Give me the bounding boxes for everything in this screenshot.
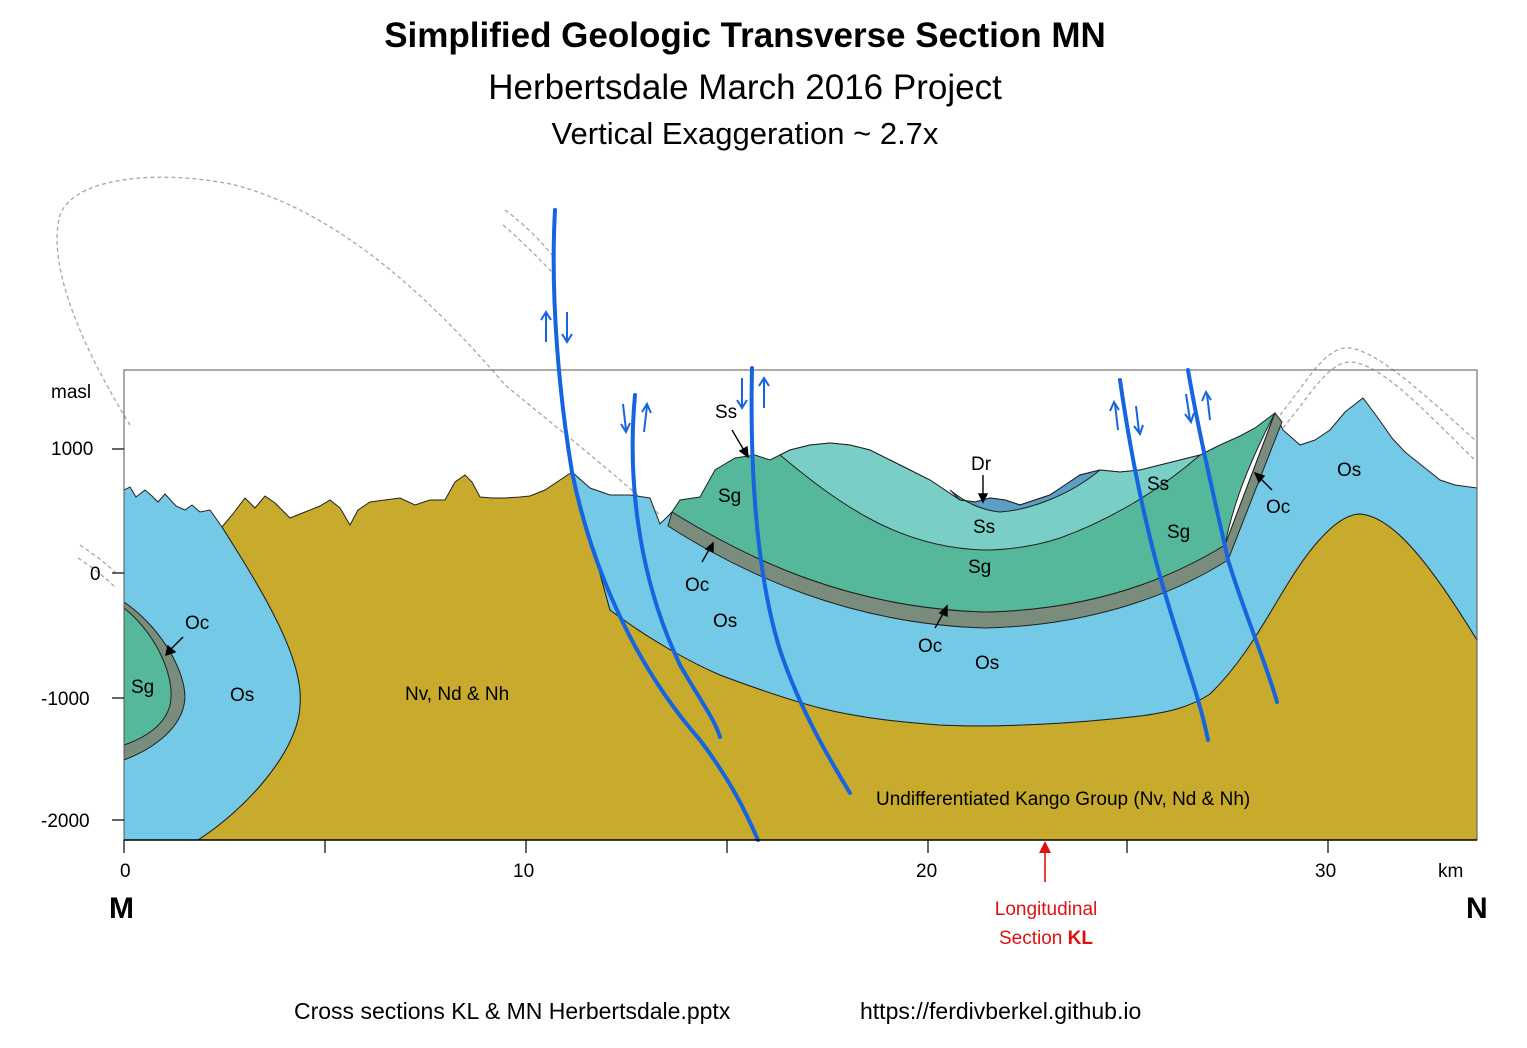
up-arrow-icon — [1201, 389, 1212, 421]
x-tick-label: 0 — [120, 861, 131, 882]
diagram-subtitle: Herbertsdale March 2016 Project — [488, 68, 1002, 107]
fault-2 — [630, 393, 722, 739]
label-sg-right: Sg — [1167, 522, 1190, 543]
pointer-oc-right — [1253, 471, 1273, 491]
label-dr: Dr — [971, 454, 992, 475]
down-arrow-icon — [1184, 393, 1195, 425]
pointer-dr — [977, 475, 989, 504]
fault-5 — [1186, 368, 1279, 704]
label-oc-right: Oc — [1266, 497, 1290, 518]
y-tick-label: -1000 — [41, 689, 90, 710]
unit-sg-left — [124, 607, 172, 746]
y-tick-label: 1000 — [51, 439, 93, 460]
down-arrow-icon — [561, 312, 573, 344]
unit-dr-core — [949, 469, 1101, 513]
fault-motion-arrows — [540, 310, 1212, 437]
label-os-left: Os — [230, 685, 254, 706]
down-arrow-icon — [620, 403, 631, 435]
up-arrow-icon — [540, 310, 552, 342]
label-kango: Undifferentiated Kango Group (Nv, Nd & N… — [876, 789, 1250, 810]
eroded-anticline-inner — [1282, 361, 1476, 461]
y-tick-label: -2000 — [41, 811, 90, 832]
eroded-fold-outline — [56, 176, 661, 516]
geologic-units — [124, 397, 1477, 840]
x-axis: 0 10 20 30 km — [120, 839, 1477, 882]
up-arrow-icon — [1039, 841, 1051, 853]
eroded-left-lower-b — [77, 557, 117, 589]
y-axis: masl 1000 0 -1000 -2000 — [41, 382, 124, 832]
marker-label-prefix: Section — [999, 928, 1068, 949]
eroded-fold-inner-b — [502, 224, 553, 273]
label-ss-right: Ss — [1147, 474, 1169, 495]
down-arrow-icon — [1133, 405, 1144, 437]
label-os-center: Os — [713, 611, 737, 632]
y-tick-label: 0 — [90, 564, 101, 585]
faults — [551, 208, 1279, 842]
vertical-exaggeration-label: Vertical Exaggeration ~ 2.7x — [551, 116, 939, 151]
pointer-oc-syncline-center — [934, 604, 948, 629]
end-label-m: M — [109, 892, 134, 925]
up-arrow-icon — [641, 401, 652, 433]
longitudinal-section-marker: Longitudinal Section KL — [995, 841, 1097, 949]
label-oc-syncline-left: Oc — [685, 575, 709, 596]
pointer-oc-left — [165, 636, 184, 657]
marker-label-line1: Longitudinal — [995, 899, 1097, 920]
label-oc-left: Oc — [185, 613, 209, 634]
pointer-oc-syncline-left — [701, 541, 714, 563]
down-arrow-icon — [736, 378, 748, 410]
diagram-title: Simplified Geologic Transverse Section M… — [384, 16, 1106, 55]
label-n-group: Nv, Nd & Nh — [405, 684, 509, 705]
footer-filename: Cross sections KL & MN Herbertsdale.pptx — [294, 998, 731, 1024]
x-tick-label: 10 — [513, 861, 534, 882]
unit-labels: Os Sg Oc Nv, Nd & Nh Undifferentiated Ka… — [131, 402, 1361, 810]
label-sg-center: Sg — [968, 557, 991, 578]
label-sg-syncline-left: Sg — [718, 486, 741, 507]
label-oc-syncline-center: Oc — [918, 636, 942, 657]
up-arrow-icon — [758, 376, 770, 408]
footer-url: https://ferdivberkel.github.io — [860, 998, 1142, 1024]
label-sg-left: Sg — [131, 677, 154, 698]
end-label-n: N — [1466, 892, 1488, 925]
x-axis-unit: km — [1438, 861, 1463, 882]
y-axis-unit: masl — [51, 382, 91, 403]
fault-3 — [749, 366, 852, 795]
label-os-lower: Os — [975, 653, 999, 674]
fault-4 — [1118, 378, 1210, 742]
marker-label-bold: KL — [1068, 928, 1094, 949]
fault-1 — [551, 208, 760, 842]
eroded-anticline-outer — [1279, 347, 1476, 441]
label-pointers — [165, 429, 1273, 657]
pointer-ss-top — [731, 429, 749, 459]
x-tick-label: 20 — [916, 861, 937, 882]
label-os-right: Os — [1337, 460, 1361, 481]
up-arrow-icon — [1109, 399, 1120, 431]
x-tick-label: 30 — [1315, 861, 1336, 882]
label-ss-top: Ss — [715, 402, 737, 423]
marker-label-line2: Section KL — [999, 928, 1093, 949]
label-ss-center: Ss — [973, 517, 995, 538]
eroded-fold-inner-a — [504, 209, 553, 256]
